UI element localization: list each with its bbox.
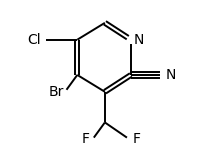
Text: Cl: Cl: [27, 33, 41, 47]
Text: F: F: [133, 132, 141, 146]
Text: N: N: [165, 68, 176, 82]
Text: Br: Br: [48, 85, 63, 99]
Text: F: F: [81, 132, 89, 146]
Text: N: N: [134, 33, 144, 47]
